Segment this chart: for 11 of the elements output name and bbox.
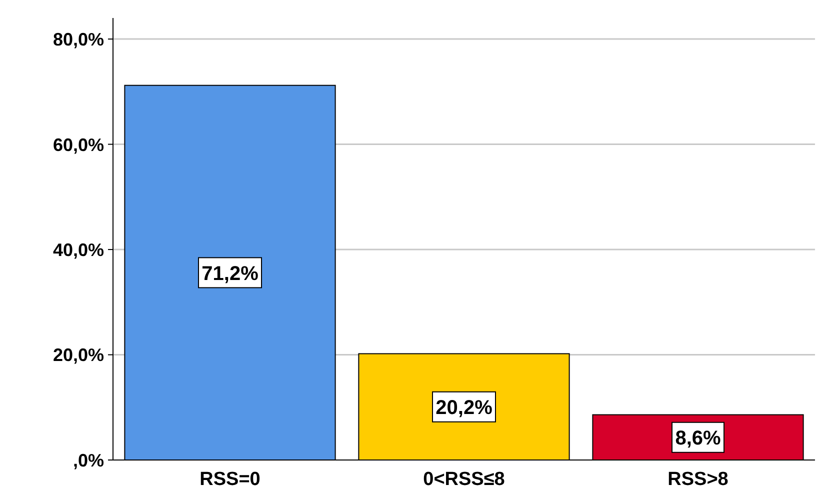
y-tick-label: 80,0% [52, 30, 104, 50]
y-tick-label: 60,0% [52, 134, 104, 155]
data-label: 8,6% [675, 428, 722, 450]
y-tick-label: ,0% [72, 450, 104, 470]
data-label: 20,2% [436, 397, 493, 420]
y-tick-label: 20,0% [52, 345, 104, 366]
x-tick-label: RSS>8 [668, 469, 728, 490]
data-label: 71,2% [202, 262, 259, 285]
x-tick-label: RSS=0 [200, 469, 260, 490]
x-tick-label: 0<RSS≤8 [423, 469, 505, 490]
y-tick-label: 40,0% [52, 240, 104, 260]
